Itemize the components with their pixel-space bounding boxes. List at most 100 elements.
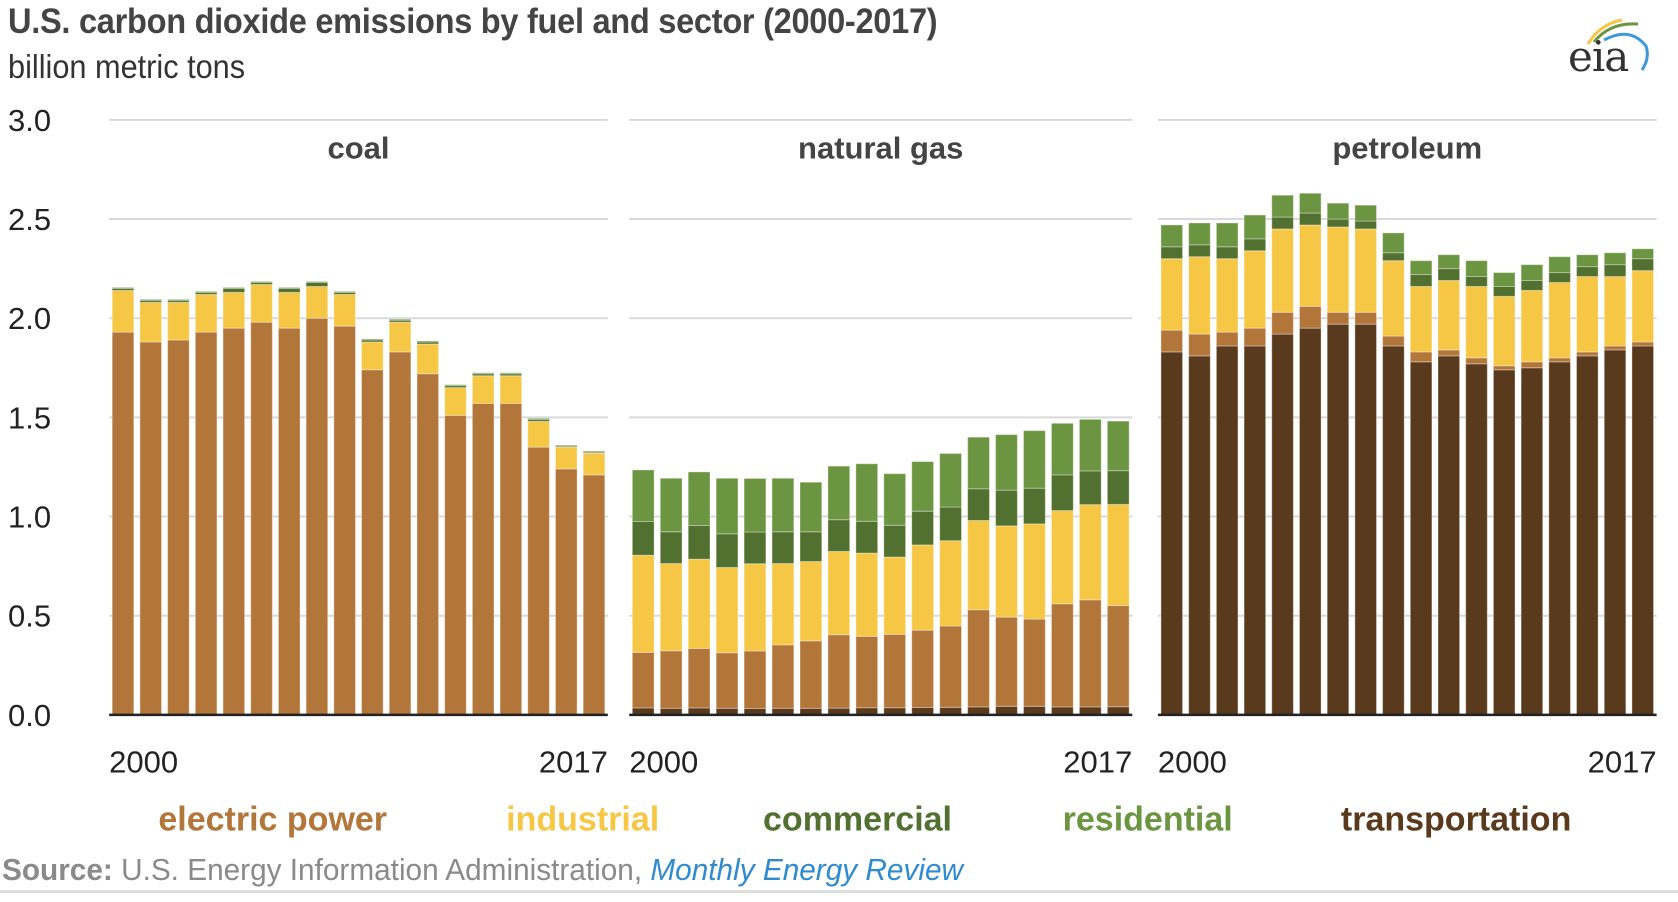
bar-segment-transportation xyxy=(1354,323,1377,716)
bar-segment-electric-power xyxy=(1548,357,1571,363)
bar-segment-electric-power xyxy=(883,633,907,709)
bar-segment-electric-power xyxy=(333,325,356,716)
y-tick-label: 2.5 xyxy=(8,202,51,237)
bar-segment-industrial xyxy=(361,341,384,371)
bar-segment-commercial xyxy=(554,445,578,448)
bar-segment-electric-power xyxy=(1437,349,1461,357)
bar-segment-residential xyxy=(582,450,606,453)
bar-segment-residential xyxy=(361,338,384,341)
panel-title-petroleum: petroleum xyxy=(1332,130,1482,165)
bar-segment-residential xyxy=(111,286,135,289)
bar-segment-industrial xyxy=(715,566,739,654)
bar-segment-industrial xyxy=(250,283,273,323)
bar-segment-industrial xyxy=(855,552,879,637)
bar-segment-commercial xyxy=(939,506,962,542)
bar-segment-industrial xyxy=(471,375,495,404)
bar-segment-transportation xyxy=(1465,363,1488,716)
y-tick-label: 0.5 xyxy=(8,599,51,634)
bar-segment-industrial xyxy=(1631,270,1655,343)
bar-segment-residential xyxy=(1603,252,1627,266)
bar-segment-industrial xyxy=(1603,276,1627,347)
eia-logo-icon xyxy=(1586,18,1649,71)
bar-segment-industrial xyxy=(1106,503,1130,607)
bar-segment-residential xyxy=(194,290,218,293)
bar-segment-commercial xyxy=(687,524,711,560)
bar-segment-industrial xyxy=(416,343,440,375)
bar-segment-commercial xyxy=(1382,252,1405,262)
bar-segment-industrial xyxy=(277,291,301,329)
bar-segment-commercial xyxy=(827,519,851,552)
bar-segment-commercial xyxy=(631,520,655,556)
bar-segment-electric-power xyxy=(361,369,384,716)
source-link[interactable]: Monthly Energy Review xyxy=(650,852,963,887)
bar-segment-electric-power xyxy=(1492,365,1516,371)
bar-segment-electric-power xyxy=(1631,341,1655,347)
bar-segment-electric-power xyxy=(743,650,767,710)
bar-segment-commercial xyxy=(1215,246,1239,260)
bar-segment-residential xyxy=(1298,192,1322,214)
bar-segment-residential xyxy=(743,477,767,533)
bar-segment-industrial xyxy=(333,293,356,327)
bar-segment-electric-power xyxy=(631,651,655,709)
bar-segment-residential xyxy=(1188,222,1211,246)
source-note: Source: U.S. Energy Information Administ… xyxy=(2,852,963,888)
bar-segment-industrial xyxy=(1243,250,1267,329)
bar-segment-commercial xyxy=(659,531,683,565)
bar-segment-electric-power xyxy=(939,625,962,708)
bar-segment-industrial xyxy=(1160,258,1184,331)
bar-segment-industrial xyxy=(967,519,990,611)
bar-segment-electric-power xyxy=(139,341,163,716)
bar-segment-electric-power xyxy=(799,640,823,709)
bar-segment-electric-power xyxy=(771,644,795,709)
bar-segment-electric-power xyxy=(715,652,739,709)
x-tick-label: 2017 xyxy=(539,745,608,780)
bar-segment-residential xyxy=(799,481,823,533)
bar-segment-residential xyxy=(1354,204,1377,222)
x-tick-label: 2017 xyxy=(1063,745,1132,780)
bar-segment-residential xyxy=(388,318,412,321)
chart-subtitle: billion metric tons xyxy=(8,48,246,85)
bar-segment-transportation xyxy=(1215,345,1239,716)
x-tick-label: 2017 xyxy=(1588,745,1657,780)
bar-segment-industrial xyxy=(305,285,329,319)
bar-segment-residential xyxy=(1576,254,1599,268)
chart-title: U.S. carbon dioxide emissions by fuel an… xyxy=(8,2,938,41)
bar-segment-electric-power xyxy=(305,317,329,716)
bar-segment-transportation xyxy=(1382,345,1405,716)
bar-segment-residential xyxy=(554,444,578,447)
x-tick-label: 2000 xyxy=(109,745,178,780)
bar-segment-transportation xyxy=(1298,327,1322,716)
bar-segment-residential xyxy=(967,436,990,490)
bar-segment-industrial xyxy=(582,452,606,476)
bar-segment-electric-power xyxy=(1409,351,1433,363)
bar-segment-commercial xyxy=(1465,276,1488,287)
bar-segment-residential xyxy=(1492,272,1516,287)
bar-segment-commercial xyxy=(967,488,990,521)
source-label: Source: xyxy=(2,852,113,887)
bar-segment-commercial xyxy=(277,287,301,293)
y-tick-label: 3.0 xyxy=(8,103,51,138)
bar-segment-industrial xyxy=(388,321,412,353)
bar-segment-industrial xyxy=(1576,276,1599,353)
bar-segment-industrial xyxy=(1520,289,1544,363)
bar-segment-commercial xyxy=(388,319,412,323)
bar-segment-industrial xyxy=(1409,285,1433,353)
bar-segment-electric-power xyxy=(1050,603,1074,708)
bar-segment-industrial xyxy=(444,387,467,416)
bar-segment-industrial xyxy=(554,446,578,470)
bar-segment-transportation xyxy=(1271,333,1294,716)
legend-item-industrial: industrial xyxy=(506,800,659,838)
bar-segment-commercial xyxy=(1188,244,1211,258)
eia-logo: eia xyxy=(1560,10,1660,81)
bar-segment-electric-power xyxy=(250,321,273,716)
bar-segment-industrial xyxy=(167,301,190,341)
bar-segment-residential xyxy=(416,340,440,343)
bar-segment-industrial xyxy=(1078,504,1102,601)
y-tick-label: 0.0 xyxy=(8,698,51,733)
bar-segment-residential xyxy=(527,417,550,420)
bar-segment-electric-power xyxy=(1603,345,1627,351)
bar-segment-electric-power xyxy=(1382,335,1405,347)
x-tick-label: 2000 xyxy=(1158,745,1227,780)
bar-segment-residential xyxy=(1023,430,1046,489)
bar-segment-commercial xyxy=(1409,274,1433,287)
